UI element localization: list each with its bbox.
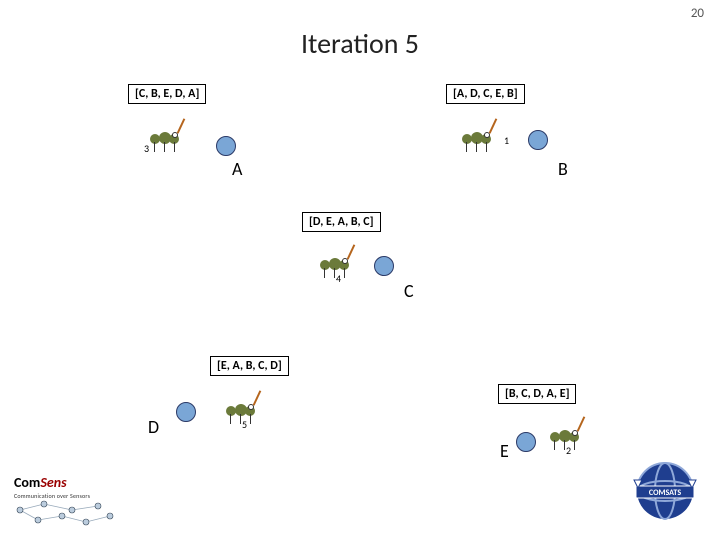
node-a-dot <box>216 136 236 156</box>
tabu-list-e: [B, C, D, A, E] <box>498 384 576 404</box>
comsens-sens: Sens <box>40 474 66 491</box>
node-c-label: C <box>404 280 414 302</box>
node-b-label: B <box>558 158 568 180</box>
node-c-dot <box>374 256 394 276</box>
node-b-dot <box>528 130 548 150</box>
tabu-list-c: [D, E, A, B, C] <box>302 212 381 232</box>
ant-b-icon <box>458 122 500 152</box>
node-a-label: A <box>232 158 242 180</box>
ant-a-icon <box>146 122 188 152</box>
tabu-list-b: [A, D, C, E, B] <box>446 84 525 104</box>
ant-a-number: 3 <box>144 142 149 155</box>
comsats-logo-icon: COMSATS <box>630 456 700 526</box>
comsens-com: Com <box>14 474 40 491</box>
ant-d-number: 5 <box>242 418 247 431</box>
tabu-list-a: [C, B, E, D, A] <box>128 84 206 104</box>
ant-b-number: 1 <box>504 134 509 147</box>
comsats-text: COMSATS <box>649 488 681 498</box>
comsens-logo-icon: ComSens Communication over Sensors <box>14 474 134 526</box>
node-d-label: D <box>148 416 159 438</box>
ant-e-number: 2 <box>566 444 571 457</box>
tabu-list-d: [E, A, B, C, D] <box>210 356 289 376</box>
slide-number: 20 <box>691 6 704 21</box>
comsens-sub: Communication over Sensors <box>14 492 90 500</box>
page-title: Iteration 5 <box>0 26 720 61</box>
node-d-dot <box>176 402 196 422</box>
ant-c-number: 4 <box>336 272 341 285</box>
node-e-dot <box>516 432 536 452</box>
node-e-label: E <box>500 440 509 462</box>
